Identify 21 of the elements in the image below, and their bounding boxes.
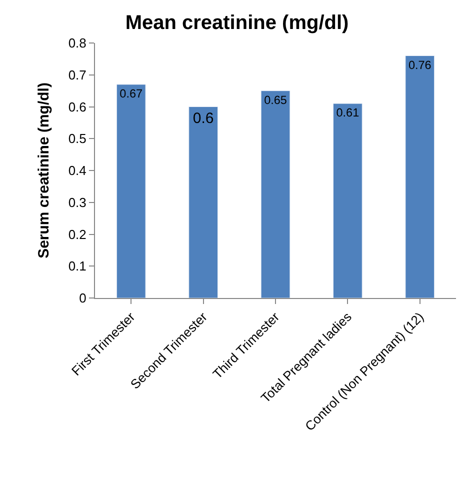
data-label: 0.65 — [264, 94, 288, 107]
data-label: 0.76 — [408, 58, 432, 72]
bar — [116, 84, 146, 298]
bar — [188, 106, 218, 298]
data-label: 0.61 — [336, 106, 360, 120]
y-tick-label: 0.8 — [68, 36, 86, 51]
bar — [260, 90, 290, 298]
y-tick-label: 0.2 — [68, 226, 86, 242]
y-tick-label: 0.4 — [68, 163, 86, 178]
y-tick-label: 0.1 — [68, 258, 86, 274]
data-label: 0.6 — [192, 110, 214, 127]
y-axis-title: Serum creatinine (mg/dl) — [36, 82, 53, 258]
data-label: 0.67 — [120, 88, 143, 101]
y-tick-label: 0.6 — [68, 99, 86, 114]
y-tick-label: 0.3 — [68, 194, 86, 210]
y-tick-label: 0.5 — [68, 131, 86, 146]
chart-title: Mean creatinine (mg/dl) — [125, 12, 349, 34]
y-tick-label: 0 — [79, 290, 86, 306]
y-tick-label: 0.7 — [68, 67, 86, 82]
bar — [405, 56, 435, 298]
bar — [333, 103, 362, 298]
